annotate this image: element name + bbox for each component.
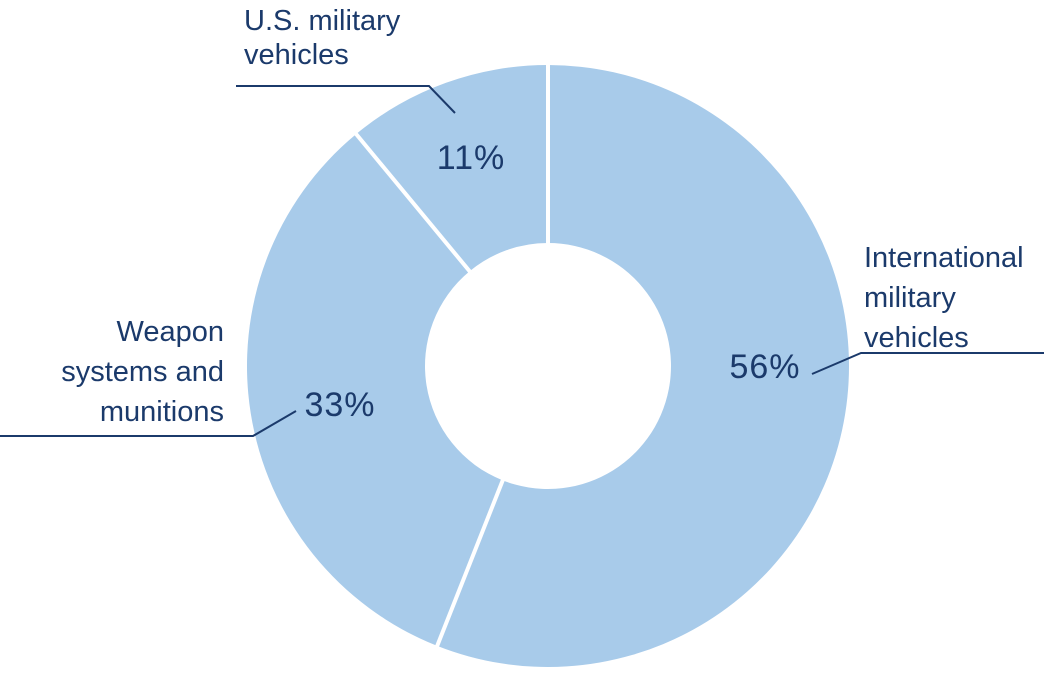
segment-divider-1 [434,477,506,649]
donut-segment-us-military-vehicles [356,65,548,272]
slice-value-weapon-systems-and-munitions: 33% [304,386,376,424]
donut-segment-weapon-systems-and-munitions [246,134,503,646]
slice-value-us-military-vehicles: 11% [436,139,506,177]
donut-segment-international-military-vehicles [437,65,849,667]
slice-label-us-military-vehicles: U.S. military vehicles [244,5,401,71]
leader-line-international [811,352,1044,375]
leader-line-us [236,85,456,114]
segment-divider-2 [353,131,473,275]
slice-label-weapon-systems-and-munitions: Weapon systems and munitions [61,316,224,428]
slice-value-international-military-vehicles: 56% [729,348,801,386]
slice-label-international-military-vehicles: International military vehicles [864,242,1024,354]
leader-line-weapon [0,410,297,437]
